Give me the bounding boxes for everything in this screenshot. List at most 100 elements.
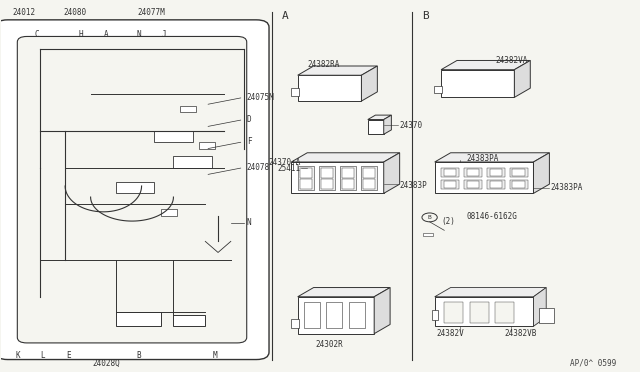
- Bar: [326, 302, 342, 328]
- Bar: [291, 162, 384, 193]
- Bar: [116, 311, 161, 326]
- Bar: [298, 297, 374, 334]
- Text: K: K: [15, 351, 20, 360]
- Text: 08146-6162G: 08146-6162G: [467, 212, 517, 221]
- Polygon shape: [384, 115, 392, 134]
- Bar: [291, 319, 299, 328]
- Bar: [444, 169, 456, 176]
- Bar: [161, 209, 177, 215]
- Bar: [464, 167, 482, 177]
- Bar: [487, 167, 505, 177]
- FancyBboxPatch shape: [0, 20, 269, 359]
- Bar: [434, 86, 442, 93]
- Bar: [180, 106, 196, 112]
- Bar: [116, 182, 154, 193]
- Text: 24383P: 24383P: [399, 182, 428, 190]
- Bar: [423, 233, 433, 236]
- Bar: [490, 181, 502, 188]
- Bar: [441, 180, 459, 189]
- Bar: [291, 88, 299, 96]
- Text: A: A: [282, 11, 289, 21]
- Bar: [513, 169, 525, 176]
- Bar: [495, 302, 515, 323]
- Text: AP/0^ 0599: AP/0^ 0599: [570, 359, 616, 368]
- Bar: [361, 166, 377, 190]
- Text: 24302R: 24302R: [316, 340, 344, 349]
- Bar: [435, 162, 534, 193]
- Bar: [298, 75, 362, 101]
- FancyBboxPatch shape: [17, 36, 246, 343]
- Polygon shape: [534, 153, 549, 193]
- Text: 24078: 24078: [246, 163, 270, 172]
- Text: 24080: 24080: [63, 8, 86, 17]
- Text: B: B: [136, 351, 141, 360]
- Polygon shape: [534, 288, 546, 326]
- Text: 24382V: 24382V: [436, 329, 465, 338]
- Bar: [363, 168, 375, 177]
- Polygon shape: [515, 61, 531, 97]
- Text: E: E: [66, 351, 70, 360]
- Text: M: M: [212, 351, 217, 360]
- Bar: [340, 166, 356, 190]
- Text: N: N: [246, 218, 252, 227]
- Bar: [349, 302, 365, 328]
- Text: C: C: [34, 30, 39, 39]
- Bar: [321, 179, 333, 189]
- Bar: [441, 167, 459, 177]
- Text: 24075M: 24075M: [246, 93, 275, 102]
- Text: 24382VA: 24382VA: [495, 56, 527, 65]
- Text: B: B: [428, 215, 431, 220]
- Text: F: F: [246, 137, 252, 146]
- Text: H: H: [79, 30, 83, 39]
- FancyBboxPatch shape: [435, 297, 534, 326]
- Bar: [368, 119, 384, 134]
- Text: 24370: 24370: [399, 121, 423, 129]
- Text: 24382VB: 24382VB: [504, 329, 537, 338]
- Bar: [431, 310, 438, 320]
- Bar: [464, 180, 482, 189]
- Bar: [300, 179, 312, 189]
- Bar: [199, 142, 215, 149]
- Polygon shape: [441, 61, 531, 70]
- Text: 24077M: 24077M: [137, 8, 165, 17]
- Polygon shape: [298, 66, 378, 75]
- Text: N: N: [136, 30, 141, 39]
- Polygon shape: [368, 115, 392, 119]
- Text: 24383PA: 24383PA: [467, 154, 499, 163]
- Text: (2): (2): [441, 217, 455, 226]
- Text: B: B: [422, 11, 429, 21]
- Bar: [321, 168, 333, 177]
- Bar: [467, 181, 479, 188]
- Text: 24370+A: 24370+A: [269, 157, 301, 167]
- Text: A: A: [104, 30, 109, 39]
- Bar: [444, 181, 456, 188]
- Bar: [319, 166, 335, 190]
- Polygon shape: [435, 288, 546, 297]
- Bar: [154, 131, 193, 142]
- Bar: [490, 169, 502, 176]
- Bar: [300, 168, 312, 177]
- Polygon shape: [362, 66, 378, 101]
- Bar: [173, 157, 212, 167]
- Polygon shape: [374, 288, 390, 334]
- Bar: [513, 181, 525, 188]
- Polygon shape: [435, 153, 549, 162]
- Text: 24012: 24012: [12, 8, 35, 17]
- Bar: [539, 308, 554, 323]
- Bar: [487, 180, 505, 189]
- Text: 24382RA: 24382RA: [307, 60, 339, 69]
- Bar: [173, 315, 205, 326]
- Text: L: L: [40, 351, 45, 360]
- Bar: [510, 180, 528, 189]
- Bar: [470, 302, 489, 323]
- Bar: [444, 302, 463, 323]
- Text: 24028Q: 24028Q: [93, 359, 120, 368]
- Polygon shape: [291, 153, 399, 162]
- Bar: [363, 179, 375, 189]
- Bar: [510, 167, 528, 177]
- Polygon shape: [384, 153, 399, 193]
- Bar: [304, 302, 320, 328]
- Bar: [467, 169, 479, 176]
- Text: 24383PA: 24383PA: [550, 183, 583, 192]
- Polygon shape: [298, 288, 390, 297]
